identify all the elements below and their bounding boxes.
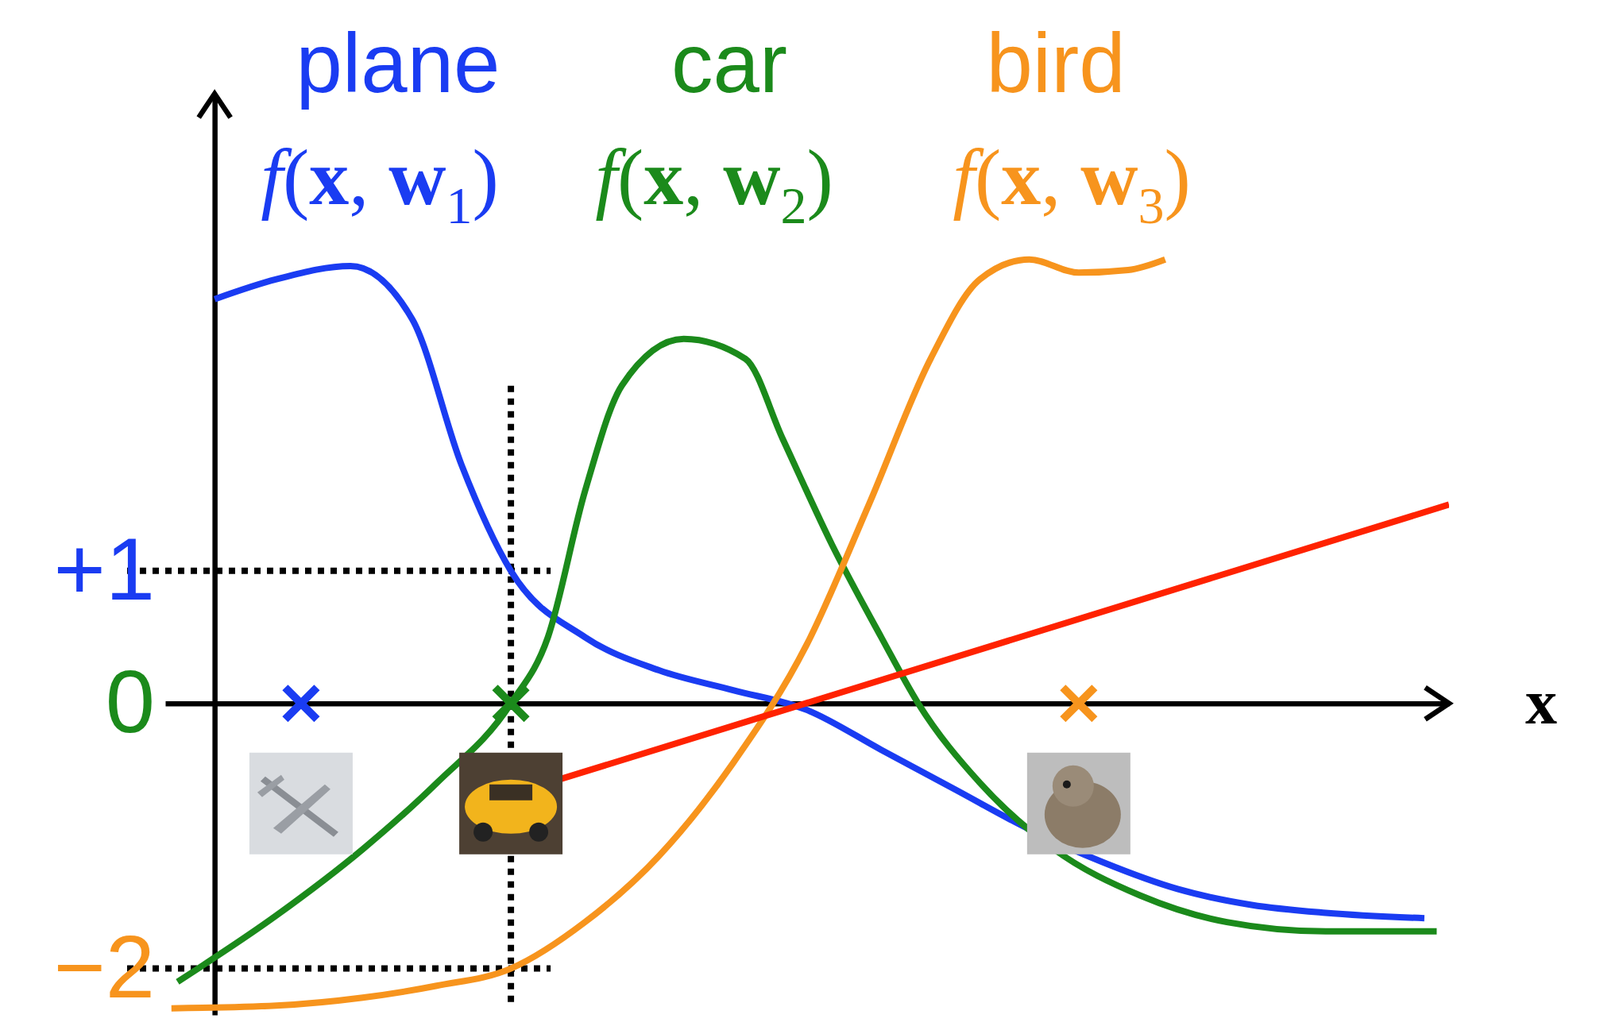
chart-svg: +1 0 −2 x plane f(x, w1) car f(x, w2) bird f(x, w… [0, 0, 1600, 1030]
y-tick-label: −2 [53, 917, 155, 1017]
class-name: bird [985, 16, 1125, 110]
thumb-tail [257, 775, 285, 798]
thumb-wheel [529, 823, 549, 843]
scatter-marker [285, 687, 317, 720]
marker-area [285, 687, 1095, 720]
thumb-window [489, 784, 533, 801]
y-tick: −2 [53, 917, 215, 1017]
function-label-part: ) [1164, 133, 1191, 222]
function-label-part: 2 [780, 176, 808, 235]
function-label-part: , [1040, 133, 1081, 222]
y-tick-label: +1 [53, 519, 155, 619]
function-label-part: , [348, 133, 389, 222]
function-label-part: x [1000, 133, 1041, 222]
class-name: car [671, 16, 788, 110]
function-label-part: ) [807, 133, 834, 222]
function-label-part: x [643, 133, 684, 222]
function-label-part: w [722, 133, 781, 222]
reference-lines [127, 386, 551, 1006]
series-line [171, 259, 1166, 1009]
thumb-bg [459, 753, 563, 855]
class-labels: plane f(x, w1) car f(x, w2) bird f(x, w3) [260, 16, 1191, 235]
function-label-part: w [1080, 133, 1138, 222]
x-axis-title: x [1525, 667, 1558, 738]
axis-arrows [198, 93, 1450, 720]
function-label-part: , [683, 133, 723, 222]
plot-area [171, 259, 1450, 1009]
thumb-head [1052, 765, 1094, 808]
reference-horizontal [127, 568, 551, 575]
function-label: f(x, w2) [595, 133, 834, 235]
function-label-part: ) [472, 133, 499, 222]
function-label-part: ( [282, 133, 310, 222]
function-label-part: 1 [446, 176, 473, 235]
thumbnail [249, 753, 353, 855]
function-label: f(x, w3) [952, 133, 1191, 235]
thumb-bg [249, 753, 353, 855]
function-label-part: 3 [1138, 176, 1165, 235]
function-label-part: ( [617, 133, 644, 222]
thumb-wheel [473, 823, 493, 843]
series-line [548, 504, 1450, 784]
y-tick: 0 [105, 652, 215, 752]
y-tick: +1 [53, 519, 215, 619]
y-axis-line [212, 94, 218, 1017]
scatter-marker [1062, 687, 1095, 720]
class-name: plane [296, 16, 501, 110]
thumbnail [1027, 753, 1131, 855]
x-arrow [1425, 687, 1450, 720]
thumbnails [249, 753, 1131, 855]
thumb-bg [1027, 753, 1131, 855]
scatter-marker [494, 687, 527, 720]
thumb-wing [273, 784, 331, 835]
function-label-part: w [388, 133, 446, 222]
function-label: f(x, w1) [260, 133, 499, 235]
thumb-eye [1062, 780, 1071, 789]
function-label-part: x [309, 133, 349, 222]
y-axis: +1 0 −2 [53, 94, 215, 1017]
chart: +1 0 −2 x plane f(x, w1) car f(x, w2) bird f(x, w… [0, 0, 1600, 1030]
y-tick-label: 0 [105, 652, 155, 752]
function-label-part: ( [974, 133, 1001, 222]
thumbnail [459, 753, 563, 855]
series-line [177, 339, 1438, 982]
y-arrow [198, 93, 231, 118]
